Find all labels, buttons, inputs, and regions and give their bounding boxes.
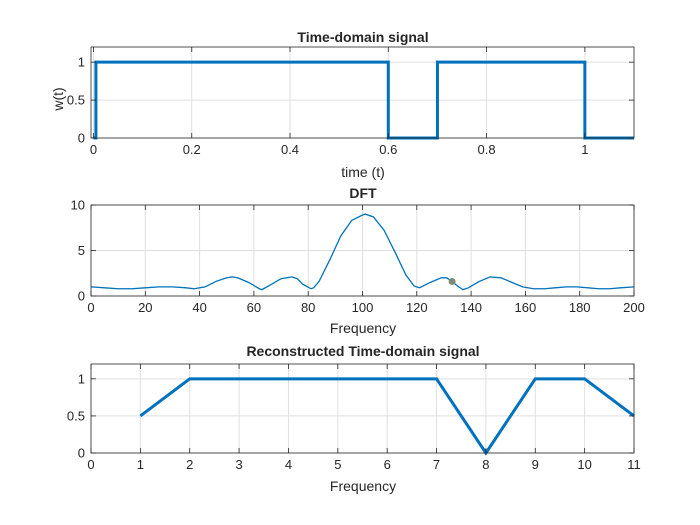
y-tick-label: 0.5 — [67, 93, 85, 108]
subplot-title: DFT — [349, 185, 377, 201]
x-tick-label: 11 — [627, 457, 641, 472]
x-tick-label: 20 — [138, 300, 152, 315]
x-tick-label: 0.2 — [183, 142, 201, 157]
x-tick-label: 2 — [186, 457, 193, 472]
x-tick-label: 7 — [433, 457, 440, 472]
x-tick-label: 80 — [301, 300, 315, 315]
y-tick-label: 1 — [78, 55, 85, 70]
x-tick-label: 8 — [482, 457, 489, 472]
subplot-title: Reconstructed Time-domain signal — [246, 343, 479, 359]
axes-box — [90, 46, 635, 139]
x-tick-label: 1 — [581, 142, 588, 157]
x-tick-label: 180 — [569, 300, 591, 315]
x-tick-label: 200 — [623, 300, 645, 315]
x-tick-label: 140 — [460, 300, 482, 315]
x-tick-label: 0 — [87, 300, 94, 315]
y-tick-label: 0 — [78, 446, 85, 461]
x-tick-label: 1 — [137, 457, 144, 472]
x-axis-label: Frequency — [330, 320, 396, 336]
subplot-dft: DFT Frequency 0 20 40 60 80 100 120 140 160 180 20… — [71, 185, 645, 336]
x-axis-label: Frequency — [330, 478, 396, 494]
subplot-time-domain: Time-domain signal time (t) w(t) 0 0.2 0.4… — [50, 29, 635, 180]
series-line — [139, 377, 635, 456]
x-tick-label: 4 — [285, 457, 292, 472]
x-tick-label: 0.4 — [281, 142, 299, 157]
x-tick-label: 60 — [247, 300, 261, 315]
x-tick-label: 0 — [90, 142, 97, 157]
x-tick-label: 10 — [577, 457, 591, 472]
x-tick-label: 100 — [352, 300, 374, 315]
y-tick-label: 0.5 — [67, 408, 85, 423]
x-tick-label: 0.6 — [379, 142, 397, 157]
subplot-title: Time-domain signal — [297, 29, 428, 45]
x-tick-label: 9 — [532, 457, 539, 472]
subplot-reconstructed: Reconstructed Time-domain signal Frequen… — [67, 343, 641, 494]
x-tick-label: 5 — [334, 457, 341, 472]
y-tick-label: 0 — [78, 289, 85, 304]
x-axis-label: time (t) — [341, 164, 385, 180]
y-tick-label: 5 — [78, 243, 85, 258]
y-axis-label: w(t) — [50, 87, 66, 111]
y-tick-label: 10 — [71, 198, 85, 213]
y-tick-label: 0 — [78, 131, 85, 146]
x-tick-label: 6 — [384, 457, 391, 472]
y-tick-label: 1 — [78, 371, 85, 386]
x-tick-label: 3 — [235, 457, 242, 472]
x-tick-label: 0 — [87, 457, 94, 472]
x-tick-label: 0.8 — [478, 142, 496, 157]
plot-area — [91, 47, 634, 138]
x-tick-label: 40 — [192, 300, 206, 315]
series-line — [90, 213, 635, 291]
x-tick-label: 120 — [406, 300, 428, 315]
x-tick-label: 160 — [515, 300, 537, 315]
axes-box — [90, 363, 635, 454]
data-marker — [448, 277, 456, 285]
